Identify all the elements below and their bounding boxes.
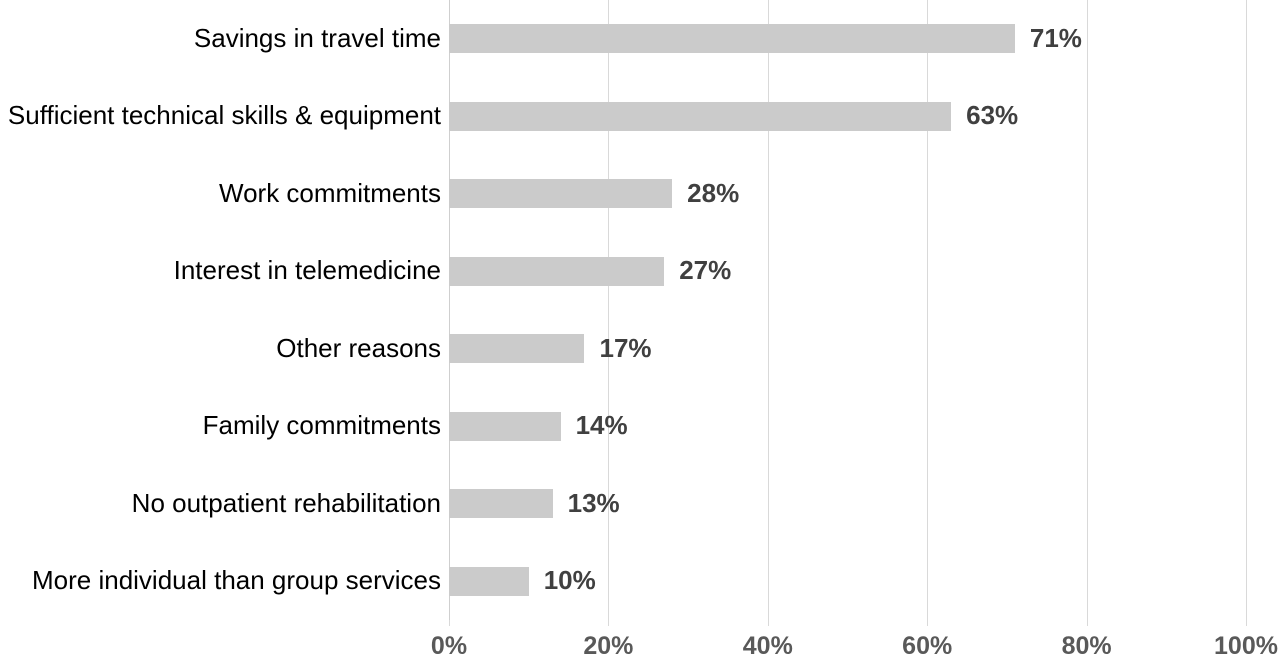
axis-tick-mark [767,620,769,626]
bar [449,566,529,596]
category-label: Sufficient technical skills & equipment [7,100,441,131]
gridline [767,0,769,620]
gridline [927,0,929,620]
gridline [1246,0,1247,620]
axis-tick-mark [608,620,610,626]
gridline [608,0,610,620]
x-tick-label: 0% [430,632,468,660]
bar [449,256,665,286]
value-label: 10% [543,565,596,596]
gridline [1086,0,1088,620]
value-label: 13% [567,487,620,518]
x-tick-label: 80% [1061,632,1112,660]
category-label: More individual than group services [32,565,441,596]
x-tick-label: 100% [1214,632,1278,660]
category-label: Other reasons [276,332,441,363]
axis-tick-mark [927,620,929,626]
axis-tick-mark [449,620,450,626]
bar [449,101,952,131]
category-label: No outpatient rehabilitation [131,487,441,518]
value-label: 27% [679,255,732,286]
value-label: 71% [1029,22,1082,53]
x-tick-label: 40% [742,632,793,660]
x-tick-label: 20% [583,632,634,660]
bar [449,489,553,519]
value-label: 14% [575,410,628,441]
axis-tick-mark [1246,620,1247,626]
value-label: 17% [599,332,652,363]
x-tick-label: 60% [902,632,953,660]
category-label: Work commitments [219,177,441,208]
category-label: Savings in travel time [193,22,441,53]
bar [449,24,1015,54]
value-label: 63% [966,100,1019,131]
bar [449,334,585,364]
y-axis-line [449,0,450,620]
category-label: Family commitments [202,410,441,441]
bar [449,411,561,441]
category-label: Interest in telemedicine [173,255,441,286]
axis-tick-mark [1086,620,1088,626]
value-label: 28% [687,177,740,208]
bar [449,179,673,209]
